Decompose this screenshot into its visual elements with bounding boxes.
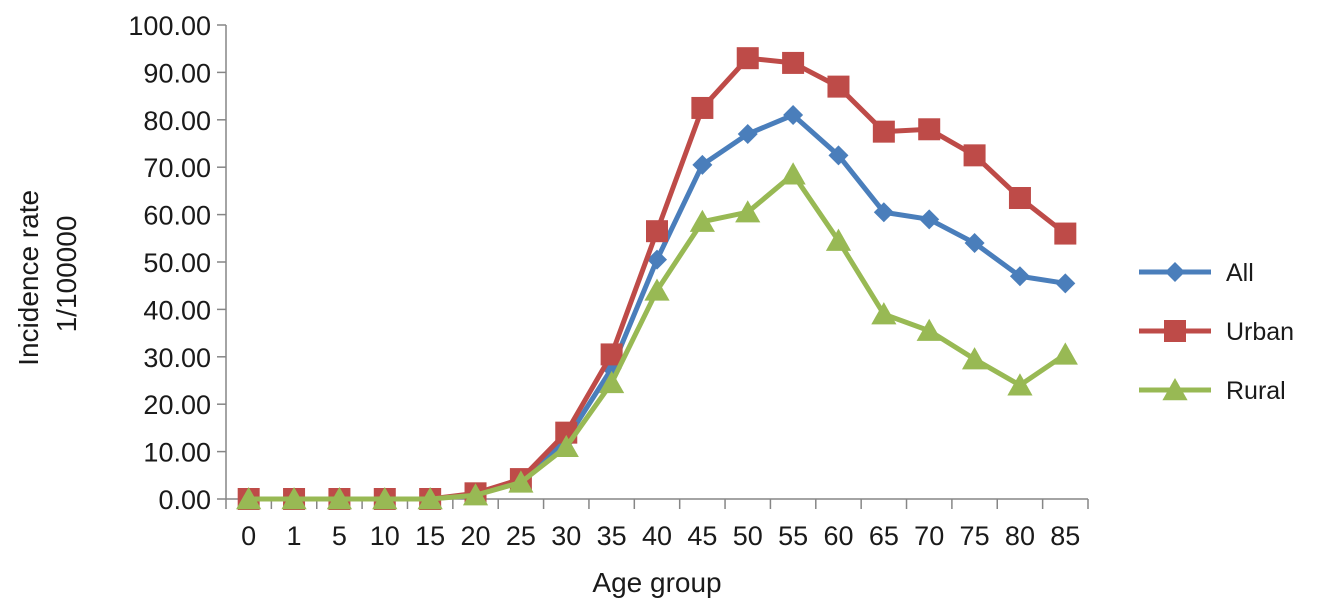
data-point-triangle	[326, 487, 353, 510]
data-point-diamond	[1165, 262, 1185, 282]
y-tick-label: 60.00	[143, 201, 211, 231]
x-tick-label: 35	[597, 521, 627, 551]
x-tick-label: 15	[415, 521, 445, 551]
data-point-square	[918, 118, 941, 141]
series-layer	[236, 47, 1078, 510]
data-point-square	[600, 343, 623, 366]
x-tick-label: 25	[506, 521, 536, 551]
data-point-triangle	[689, 209, 715, 232]
y-tick-label: 50.00	[143, 248, 211, 278]
data-point-triangle	[644, 278, 670, 301]
y-axis-title-line-1: Incidence rate	[13, 190, 44, 366]
data-point-triangle	[372, 487, 398, 510]
x-tick-label: 0	[241, 521, 256, 551]
data-point-square	[1164, 320, 1186, 342]
x-axis-ticks: 0 1 5 10 15 20 25 30 35 40 45 50 55 60 65 70 75 80 85	[225, 499, 1089, 551]
x-axis-title: Age group	[592, 567, 721, 598]
data-point-triangle	[916, 318, 942, 341]
y-tick-label: 100.00	[128, 11, 211, 41]
data-point-triangle	[281, 487, 307, 510]
y-axis-title: Incidence rate 1/100000	[13, 182, 82, 366]
data-point-diamond	[919, 209, 940, 230]
data-point-square	[736, 47, 759, 70]
legend-item-urban: Urban	[1139, 318, 1294, 346]
data-point-triangle	[599, 370, 625, 394]
data-point-triangle	[871, 302, 897, 325]
x-tick-label: 75	[960, 521, 990, 551]
x-tick-label: 70	[914, 521, 944, 551]
legend-label: All	[1226, 259, 1254, 287]
x-tick-label: 50	[733, 521, 763, 551]
x-tick-label: 40	[642, 521, 672, 551]
x-tick-label: 5	[332, 521, 347, 551]
x-tick-label: 80	[1005, 521, 1035, 551]
legend-item-all: All	[1139, 259, 1254, 287]
y-tick-label: 70.00	[143, 153, 211, 183]
data-point-diamond	[737, 124, 758, 145]
data-point-triangle	[780, 162, 806, 185]
x-tick-label: 60	[823, 521, 853, 551]
series-line	[248, 112, 1066, 502]
x-tick-label: 20	[461, 521, 491, 551]
data-point-triangle	[462, 483, 489, 506]
y-axis-title-line-2: 1/100000	[51, 216, 82, 333]
y-tick-label: 20.00	[143, 390, 211, 420]
data-point-diamond	[692, 154, 713, 175]
y-tick-label: 90.00	[143, 58, 211, 88]
data-point-diamond	[828, 145, 849, 166]
x-tick-label: 45	[687, 521, 717, 551]
data-point-square	[782, 51, 805, 74]
series-all	[238, 105, 1076, 509]
y-tick-label: 30.00	[143, 343, 211, 373]
data-point-square	[1008, 187, 1031, 210]
data-point-triangle	[508, 470, 534, 493]
data-point-triangle	[735, 200, 761, 223]
x-tick-label: 55	[778, 521, 808, 551]
y-axis-ticks: 0.00 10.00 20.00 30.00 40.00 50.00 60.00 70.00 8…	[128, 11, 226, 515]
y-tick-label: 80.00	[143, 106, 211, 136]
data-point-diamond	[783, 105, 804, 126]
data-point-square	[1054, 222, 1077, 245]
data-point-square	[872, 120, 895, 143]
x-tick-label: 85	[1050, 521, 1080, 551]
legend: All Urban Rural	[1139, 259, 1294, 405]
data-point-triangle	[236, 487, 262, 510]
data-point-diamond	[964, 233, 985, 254]
y-tick-label: 40.00	[143, 295, 211, 325]
data-point-triangle	[1052, 342, 1078, 365]
data-point-square	[963, 144, 986, 167]
legend-item-rural: Rural	[1139, 377, 1286, 405]
x-tick-label: 65	[869, 521, 899, 551]
x-tick-label: 1	[287, 521, 302, 551]
data-point-square	[827, 75, 850, 98]
data-point-triangle	[553, 434, 579, 458]
data-point-triangle	[1007, 373, 1033, 396]
data-point-square	[646, 220, 668, 243]
series-rural	[236, 162, 1078, 510]
y-tick-label: 10.00	[143, 438, 211, 468]
data-point-square	[691, 96, 714, 119]
y-tick-label: 0.00	[158, 485, 211, 515]
x-tick-label: 10	[370, 521, 400, 551]
data-point-diamond	[873, 202, 894, 223]
data-point-triangle	[961, 347, 988, 370]
data-point-diamond	[1055, 273, 1076, 294]
data-point-diamond	[647, 249, 667, 270]
data-point-triangle	[1162, 378, 1188, 401]
data-point-triangle	[825, 228, 852, 251]
legend-label: Rural	[1226, 377, 1286, 405]
x-tick-label: 30	[551, 521, 581, 551]
data-point-triangle	[417, 487, 443, 510]
legend-label: Urban	[1226, 318, 1294, 346]
data-point-diamond	[1009, 266, 1030, 287]
